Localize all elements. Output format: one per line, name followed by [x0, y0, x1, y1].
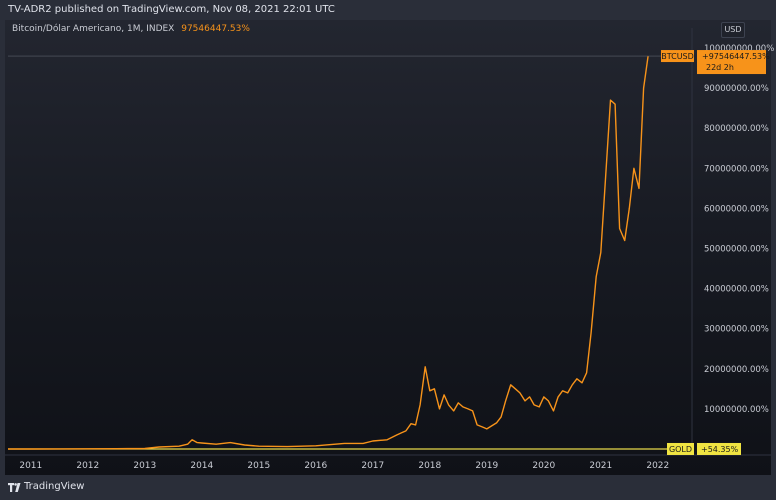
btcusd-countdown-text: 22d 2h [706, 63, 734, 72]
x-tick-label: 2021 [589, 461, 612, 471]
y-tick-label: 60000000.00% [704, 204, 769, 214]
y-tick-label: 30000000.00% [704, 325, 769, 335]
tradingview-logo-icon[interactable] [8, 483, 21, 492]
x-tick-label: 2014 [190, 461, 213, 471]
x-tick-label: 2011 [19, 461, 42, 471]
btcusd-series-line[interactable] [8, 55, 649, 450]
x-tick-label: 2018 [418, 461, 441, 471]
btcusd-name-tag[interactable] [661, 50, 694, 63]
footer-brand[interactable]: TradingView [24, 481, 85, 492]
btcusd-name-text: BTCUSD [661, 52, 694, 61]
top-bar: TV-ADR2 published on TradingView.com, No… [0, 0, 776, 20]
x-tick-label: 2016 [304, 461, 327, 471]
footer-bar: TradingView [0, 475, 776, 500]
y-tick-label: 50000000.00% [704, 245, 769, 255]
y-tick-label: 80000000.00% [704, 124, 769, 134]
x-tick-label: 2020 [532, 461, 555, 471]
x-tick-label: 2017 [361, 461, 384, 471]
legend-symbol-text: Bitcoin/Dólar Americano, 1M, INDEX [12, 24, 175, 34]
y-tick-label: 20000000.00% [704, 365, 769, 375]
btcusd-price-label[interactable] [697, 50, 766, 75]
legend-value: 97546447.53% [181, 24, 250, 34]
currency-button[interactable]: USD [721, 22, 745, 38]
y-tick-label: 100000000.00% [704, 44, 774, 54]
chart-legend[interactable]: Bitcoin/Dólar Americano, 1M, INDEX 97546… [12, 24, 250, 34]
gold-price-label[interactable] [697, 442, 741, 455]
gold-name-text: GOLD [669, 445, 692, 454]
btcusd-price-text: +97546447.53% [702, 52, 770, 61]
x-tick-label: 2012 [76, 461, 99, 471]
gold-name-tag[interactable] [667, 442, 694, 455]
x-tick-label: 2019 [475, 461, 498, 471]
gold-price-text: +54.35% [701, 445, 739, 454]
y-tick-label: 40000000.00% [704, 285, 769, 295]
y-tick-label: 70000000.00% [704, 164, 769, 174]
y-tick-label: 90000000.00% [704, 84, 769, 94]
x-tick-label: 2013 [133, 461, 156, 471]
y-tick-label: 10000000.00% [704, 405, 769, 415]
x-tick-label: 2022 [646, 461, 669, 471]
published-text: TV-ADR2 published on TradingView.com, No… [8, 4, 335, 15]
x-tick-label: 2015 [247, 461, 270, 471]
